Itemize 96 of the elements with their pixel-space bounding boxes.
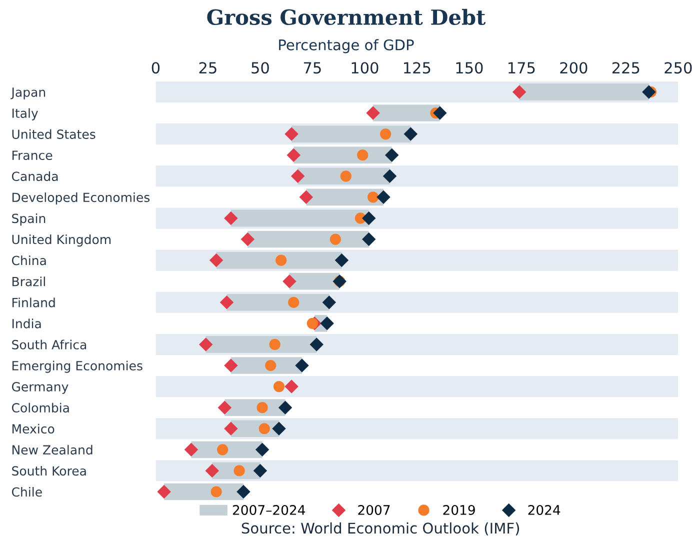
point bbox=[320, 316, 334, 330]
y-tick-label: Colombia bbox=[12, 402, 69, 413]
point bbox=[157, 485, 171, 498]
point bbox=[330, 234, 341, 245]
bar bbox=[292, 126, 411, 142]
x-tick-label: 225 bbox=[612, 62, 640, 74]
bar bbox=[519, 84, 649, 100]
point bbox=[272, 422, 286, 436]
y-tick-label: New Zealand bbox=[12, 444, 92, 455]
y-tick-label: India bbox=[12, 318, 41, 328]
x-tick-label: 250 bbox=[664, 62, 692, 74]
point bbox=[322, 296, 336, 309]
y-tick-label: Japan bbox=[10, 88, 46, 100]
y-tick-label: Finland bbox=[12, 298, 55, 308]
point bbox=[366, 106, 380, 120]
y-tick-label: South Korea bbox=[12, 466, 86, 476]
chart-title: Gross Government Debt bbox=[207, 8, 486, 26]
chart-subtitle: Percentage of GDP bbox=[279, 39, 414, 54]
point bbox=[218, 401, 232, 414]
point bbox=[367, 192, 379, 203]
y-tick-label: Germany bbox=[12, 382, 68, 394]
y-tick-label: France bbox=[12, 150, 52, 160]
point bbox=[284, 127, 298, 141]
point bbox=[291, 170, 304, 183]
point bbox=[306, 318, 318, 329]
point bbox=[376, 190, 390, 204]
point bbox=[278, 401, 292, 414]
point bbox=[217, 444, 228, 456]
x-tick-label: 200 bbox=[560, 62, 588, 74]
y-tick-label: Mexico bbox=[12, 424, 54, 434]
legend-label: 2007–2024 bbox=[232, 505, 306, 515]
point bbox=[241, 232, 254, 246]
legend-label: 2007 bbox=[358, 505, 390, 515]
y-tick-label: South Africa bbox=[12, 340, 86, 350]
x-tick-label: 150 bbox=[456, 62, 483, 74]
bar bbox=[248, 230, 369, 248]
y-tick-label: Italy bbox=[12, 108, 38, 120]
y-tick-label: Spain bbox=[12, 213, 46, 226]
point bbox=[210, 254, 223, 267]
point bbox=[236, 485, 250, 498]
point bbox=[385, 148, 398, 162]
point bbox=[224, 358, 238, 372]
point bbox=[269, 338, 280, 350]
point bbox=[199, 338, 212, 352]
point bbox=[258, 423, 270, 434]
point bbox=[512, 85, 526, 99]
point bbox=[642, 85, 656, 99]
y-tick-label: Emerging Economies bbox=[12, 360, 142, 373]
point bbox=[256, 402, 268, 414]
x-tick-label: 50 bbox=[252, 62, 269, 74]
x-tick-label: 175 bbox=[508, 62, 535, 74]
point bbox=[287, 148, 300, 162]
point bbox=[282, 274, 296, 288]
x-tick-label: 75 bbox=[304, 62, 321, 74]
y-tick-label: China bbox=[12, 256, 46, 266]
point bbox=[184, 443, 198, 456]
bar bbox=[216, 252, 342, 269]
y-tick-label: United States bbox=[12, 129, 96, 139]
point bbox=[206, 464, 219, 478]
point bbox=[224, 212, 238, 225]
x-tick-label: 25 bbox=[199, 62, 216, 74]
point bbox=[357, 150, 368, 161]
point bbox=[210, 486, 222, 498]
point bbox=[300, 190, 313, 204]
point bbox=[362, 232, 376, 246]
point bbox=[256, 443, 269, 456]
legend-label: 2024 bbox=[528, 505, 560, 515]
point bbox=[295, 358, 309, 372]
point bbox=[380, 128, 392, 140]
x-tick-label: 0 bbox=[152, 62, 160, 74]
point bbox=[276, 254, 287, 266]
source-note: Source: World Economic Outlook (IMF) bbox=[242, 522, 520, 536]
bar bbox=[230, 210, 369, 227]
point bbox=[234, 465, 245, 476]
point bbox=[224, 422, 238, 436]
x-tick-label: 125 bbox=[404, 62, 430, 74]
x-tick-label: 100 bbox=[352, 62, 378, 74]
point bbox=[273, 380, 285, 392]
point bbox=[265, 360, 276, 372]
y-tick-label: Brazil bbox=[12, 276, 45, 286]
point bbox=[254, 464, 267, 478]
point bbox=[383, 170, 396, 183]
y-tick-label: Developed Economies bbox=[12, 192, 150, 205]
point bbox=[284, 380, 298, 394]
point bbox=[433, 106, 447, 120]
point bbox=[335, 254, 348, 267]
y-tick-label: Canada bbox=[12, 171, 58, 182]
legend-label: 2019 bbox=[443, 505, 475, 515]
point bbox=[288, 296, 300, 308]
point bbox=[362, 212, 376, 225]
point bbox=[310, 338, 324, 352]
point bbox=[404, 127, 418, 141]
y-tick-label: Chile bbox=[12, 487, 42, 497]
point bbox=[340, 170, 352, 182]
point bbox=[220, 296, 234, 309]
y-tick-label: United Kingdom bbox=[12, 234, 111, 247]
